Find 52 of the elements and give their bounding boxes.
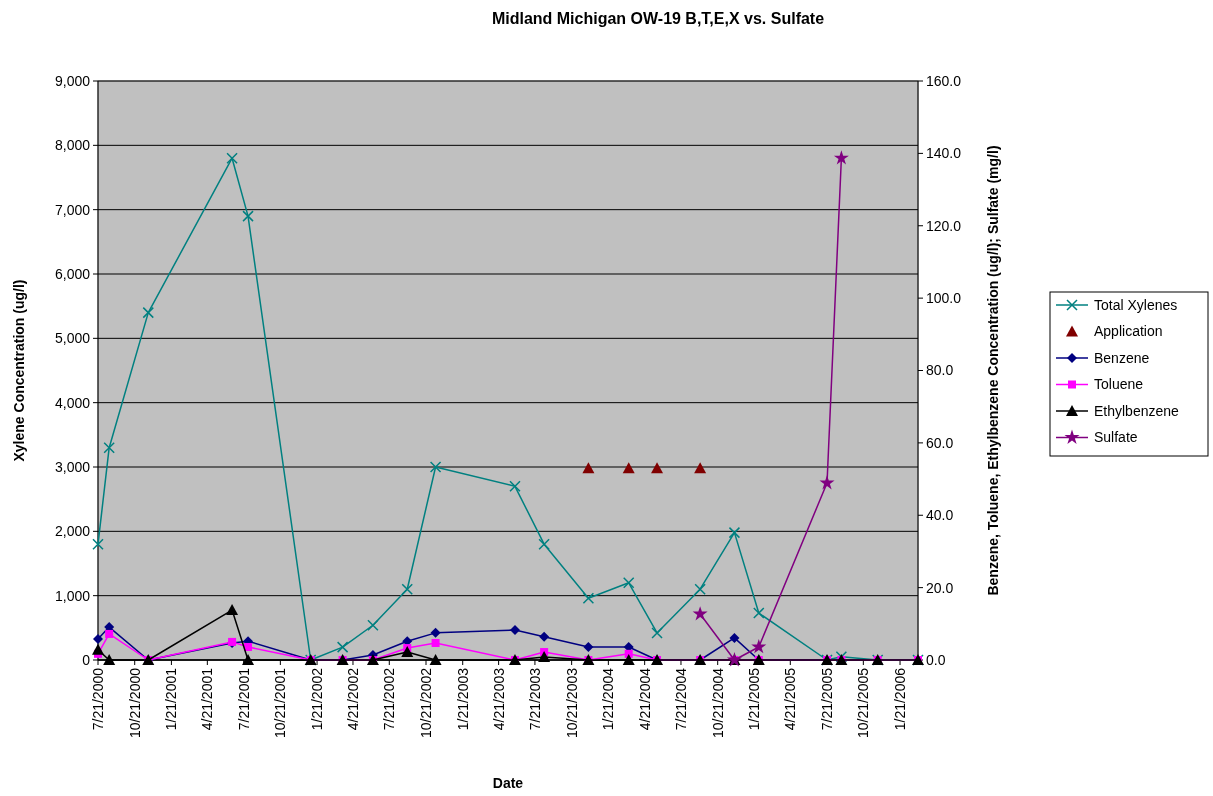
legend-label: Total Xylenes [1094, 296, 1178, 313]
y-tick-label: 5,000 [54, 330, 91, 347]
x-tick-label: 1/21/2004 [600, 667, 617, 731]
chart-title: Midland Michigan OW-19 B,T,E,X vs. Sulfate [491, 10, 825, 27]
x-tick-label: 7/21/2003 [526, 667, 543, 731]
x-tick-label: 10/21/2004 [709, 667, 726, 739]
y-tick-label: 2,000 [54, 523, 91, 540]
x-tick-label: 1/21/2002 [308, 667, 325, 731]
x-tick-label: 7/21/2001 [235, 667, 252, 731]
y-tick-label: 0 [82, 651, 91, 668]
legend-label: Ethylbenzene [1094, 402, 1180, 419]
x-tick-label: 1/21/2003 [454, 667, 471, 731]
y2-tick-label: 40.0 [926, 507, 954, 524]
x-tick-label: 10/21/2002 [417, 667, 434, 739]
x-tick-label: 10/21/2005 [855, 667, 872, 739]
y-axis-title: Xylene Concentration (ug/l) [11, 279, 27, 462]
y2-tick-label: 20.0 [926, 579, 954, 596]
x-tick-label: 10/21/2003 [563, 667, 580, 739]
y2-tick-label: 160.0 [926, 72, 962, 89]
x-tick-label: 7/21/2000 [89, 667, 106, 731]
x-tick-label: 4/21/2001 [199, 667, 216, 731]
y2-tick-label: 100.0 [926, 290, 962, 307]
y2-tick-label: 80.0 [926, 362, 954, 379]
x-tick-label: 1/21/2001 [163, 667, 180, 731]
x-tick-label: 10/21/2001 [272, 667, 289, 739]
y-tick-label: 6,000 [54, 265, 91, 282]
y-tick-label: 1,000 [54, 587, 91, 604]
legend-label: Application [1094, 323, 1163, 340]
x-tick-label: 1/21/2005 [746, 667, 763, 731]
x-tick-label: 7/21/2005 [818, 667, 835, 731]
y2-tick-label: 0.0 [926, 651, 946, 668]
y-tick-label: 4,000 [54, 394, 91, 411]
x-tick-label: 7/21/2004 [672, 667, 689, 731]
x-tick-label: 4/21/2004 [636, 667, 653, 731]
y-tick-label: 7,000 [54, 201, 91, 218]
y2-tick-label: 60.0 [926, 434, 954, 451]
x-tick-label: 7/21/2002 [381, 667, 398, 731]
y-tick-label: 3,000 [54, 458, 91, 475]
x-tick-label: 4/21/2003 [490, 667, 507, 731]
x-tick-label: 4/21/2002 [344, 667, 361, 731]
x-tick-label: 4/21/2005 [782, 667, 799, 731]
y2-tick-label: 140.0 [926, 145, 962, 162]
x-axis-title: Date [492, 775, 524, 791]
y2-tick-label: 120.0 [926, 217, 962, 234]
y-tick-label: 8,000 [54, 137, 91, 154]
legend-label: Sulfate [1094, 429, 1138, 446]
y-tick-label: 9,000 [54, 72, 91, 89]
x-tick-label: 1/21/2006 [891, 667, 908, 731]
x-tick-label: 10/21/2000 [126, 667, 143, 739]
legend-label: Toluene [1094, 376, 1144, 393]
legend-label: Benzene [1094, 349, 1150, 366]
y2-axis-title: Benzene, Toluene, Ethylbenzene Concentration (ug/l); Sulfate (mg/l) [985, 145, 1001, 596]
